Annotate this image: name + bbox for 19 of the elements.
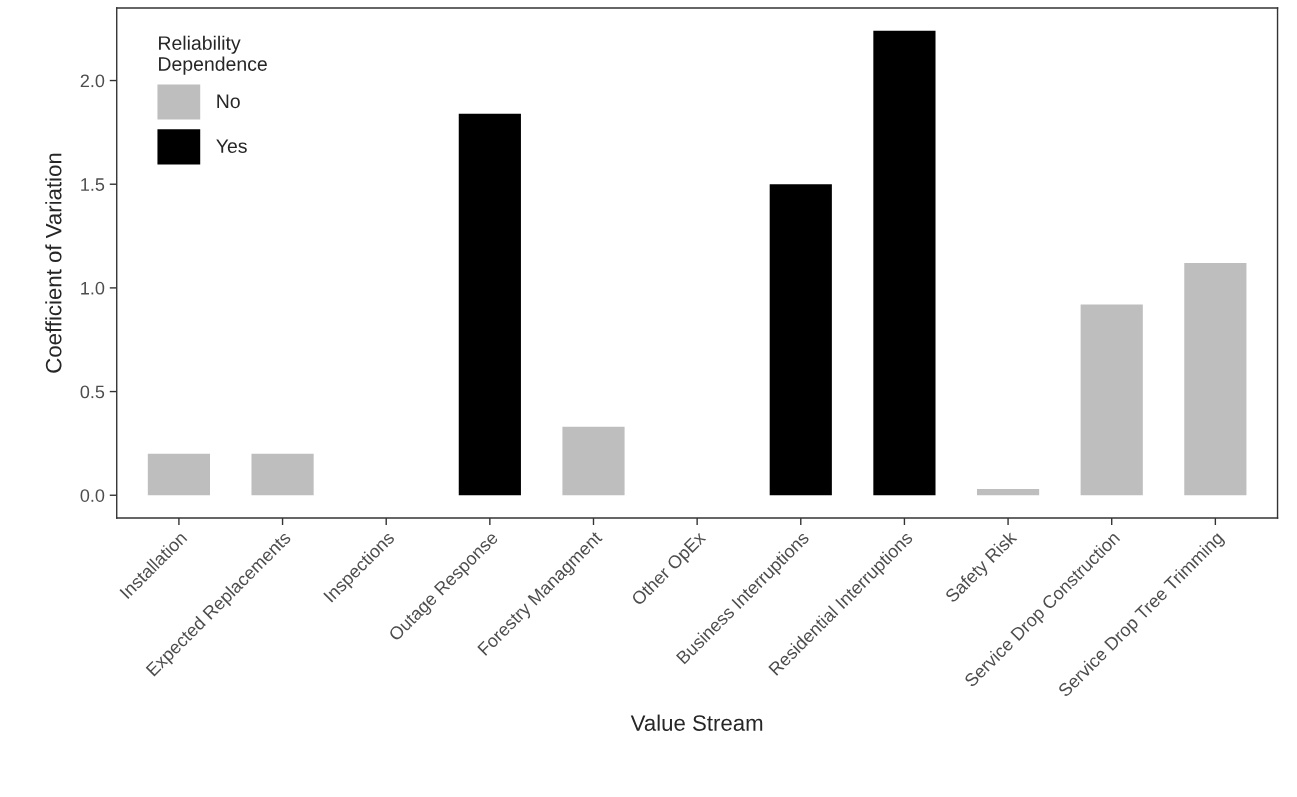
y-axis-title: Coefficient of Variation [45,153,62,373]
bar [873,30,936,496]
bar [458,113,521,496]
bar [251,453,314,496]
bar [1080,304,1143,496]
bar [976,489,1040,496]
legend-label: No [217,94,240,109]
legend-title: Reliability Dependence [159,35,267,75]
bar [1184,263,1247,496]
bar [769,184,832,496]
y-tick-label: 2.0 [80,74,105,88]
bar [562,426,625,496]
y-tick-label: 1.5 [81,178,105,191]
y-tick-label: 0.0 [80,489,105,502]
y-tick-label: 1.0 [81,281,105,295]
y-tick-label: 0.5 [80,385,105,399]
legend-label: Yes [216,139,247,153]
bar [147,453,211,496]
x-axis-title: Value Stream [630,714,763,731]
